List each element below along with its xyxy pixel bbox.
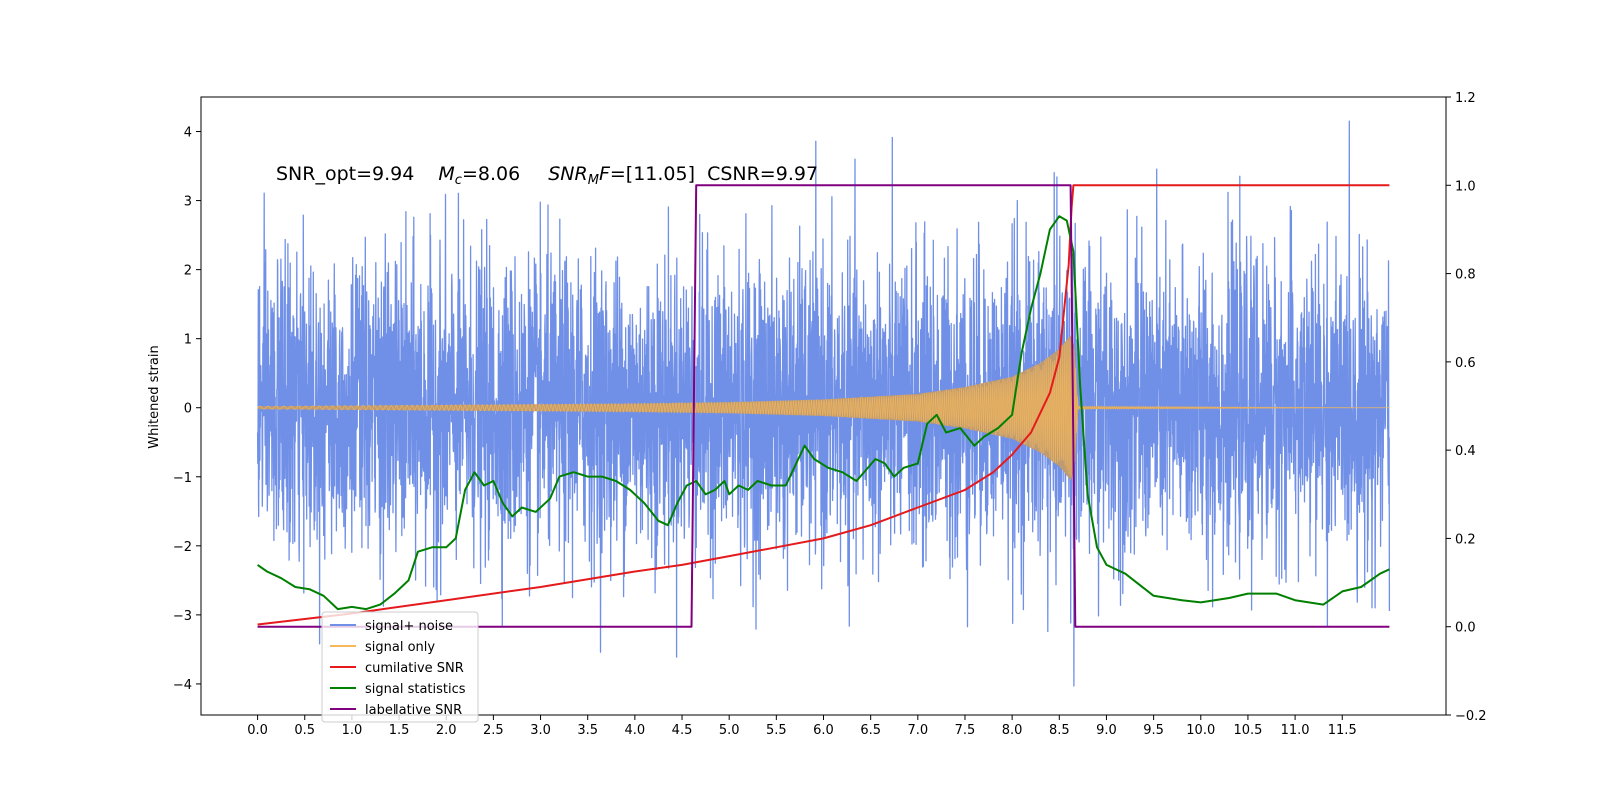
legend-label: signal+ noise <box>365 619 453 634</box>
y2-tick-label: 0.2 <box>1455 532 1476 547</box>
x-tick-label: 5.5 <box>766 723 787 738</box>
x-tick-label: 6.0 <box>813 723 834 738</box>
x-tick-label: 0.5 <box>294 723 315 738</box>
legend-label: signal statistics <box>365 682 466 697</box>
snr-opt-text: SNR_opt=9.94 <box>276 163 414 185</box>
x-tick-label: 7.0 <box>907 723 928 738</box>
x-tick-label: 0.0 <box>247 723 268 738</box>
y2-tick-label: 1.0 <box>1455 179 1476 194</box>
y-tick-label: 4 <box>184 126 192 141</box>
y-tick-label: 1 <box>184 333 192 348</box>
y-tick-label: −2 <box>173 540 192 555</box>
x-tick-label: 9.0 <box>1096 723 1117 738</box>
x-tick-label: 2.5 <box>483 723 504 738</box>
y2-tick-label: 0.4 <box>1455 444 1476 459</box>
x-tick-label: 11.5 <box>1328 723 1357 738</box>
y-tick-label: −3 <box>173 609 192 624</box>
axes: 0.0 0.5 1.0 1.5 2.0 2.5 3.0 3.5 4.0 4.5 5.0 5.5 6.0 6… <box>173 91 1487 738</box>
mc-subscript: c <box>455 173 462 188</box>
x-tick-label: 8.5 <box>1049 723 1070 738</box>
x-tick-label: 4.0 <box>625 723 646 738</box>
snr-annotation: SNR_opt=9.94 Mc=8.06 SNRMF=[11.05] CSNR=… <box>276 163 818 188</box>
x-tick-label: 1.0 <box>342 723 363 738</box>
series-signal-statistics <box>257 215 1390 611</box>
y-tick-label: 2 <box>184 264 192 279</box>
x-tick-label: 3.5 <box>577 723 598 738</box>
legend-ghost-text: lative SNR <box>395 703 462 718</box>
x-tick-label: 4.5 <box>672 723 693 738</box>
x-tick-label: 2.0 <box>436 723 457 738</box>
csnr-text: CSNR=9.97 <box>707 163 818 185</box>
legend-label: label <box>365 703 396 718</box>
series-cumulative-snr <box>257 184 1390 626</box>
y2-tick-label: 0.6 <box>1455 356 1476 371</box>
snrmf-symbol: SNR <box>548 163 587 185</box>
series-signal-only <box>257 339 1390 477</box>
x-tick-label: 1.5 <box>389 723 410 738</box>
plot-area <box>256 120 1391 687</box>
snrmf-subscript: M <box>588 173 599 188</box>
y-axis-label: Whitened strain <box>147 345 162 448</box>
legend: signal+ noise signal only cumilative SNR si… <box>321 611 479 723</box>
x-tick-label: 10.0 <box>1186 723 1215 738</box>
y2-tick-label: 1.2 <box>1455 91 1476 106</box>
y2-tick-label: 0.8 <box>1455 268 1476 283</box>
x-tick-label: 8.0 <box>1002 723 1023 738</box>
legend-label: signal only <box>365 640 435 655</box>
y2-tick-label: −0.2 <box>1455 709 1487 724</box>
snrmf-f: F <box>599 163 611 185</box>
x-tick-label: 11.0 <box>1281 723 1310 738</box>
x-tick-label: 10.5 <box>1233 723 1262 738</box>
mc-value: =8.06 <box>462 163 520 185</box>
y-tick-label: 0 <box>184 402 192 417</box>
x-tick-label: 6.5 <box>860 723 881 738</box>
legend-label: cumilative SNR <box>365 661 464 676</box>
snrmf-value: =[11.05] <box>610 163 695 185</box>
x-tick-label: 7.5 <box>955 723 976 738</box>
series-label <box>257 184 1390 628</box>
x-tick-label: 3.0 <box>530 723 551 738</box>
y-tick-label: 3 <box>184 195 192 210</box>
y2-tick-label: 0.0 <box>1455 621 1476 636</box>
mc-symbol: M <box>438 163 454 185</box>
y-tick-label: −1 <box>173 471 192 486</box>
x-tick-label: 5.0 <box>719 723 740 738</box>
legend-frame <box>321 611 479 723</box>
x-tick-label: 9.5 <box>1143 723 1164 738</box>
y-tick-label: −4 <box>173 678 192 693</box>
